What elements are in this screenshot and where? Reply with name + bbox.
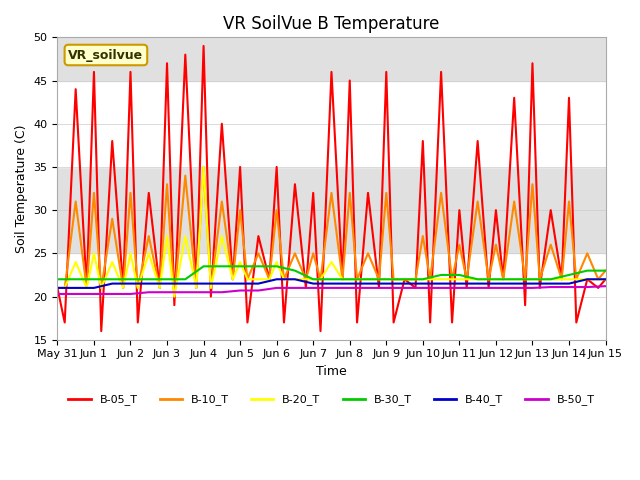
Y-axis label: Soil Temperature (C): Soil Temperature (C)	[15, 124, 28, 253]
Bar	[58, 167, 605, 253]
Legend: B-05_T, B-10_T, B-20_T, B-30_T, B-40_T, B-50_T: B-05_T, B-10_T, B-20_T, B-30_T, B-40_T, …	[64, 390, 599, 410]
Title: VR SoilVue B Temperature: VR SoilVue B Temperature	[223, 15, 440, 33]
Text: VR_soilvue: VR_soilvue	[68, 48, 143, 61]
Bar	[58, 37, 605, 81]
Bar	[58, 81, 605, 167]
Bar	[58, 253, 605, 340]
X-axis label: Time: Time	[316, 365, 347, 378]
